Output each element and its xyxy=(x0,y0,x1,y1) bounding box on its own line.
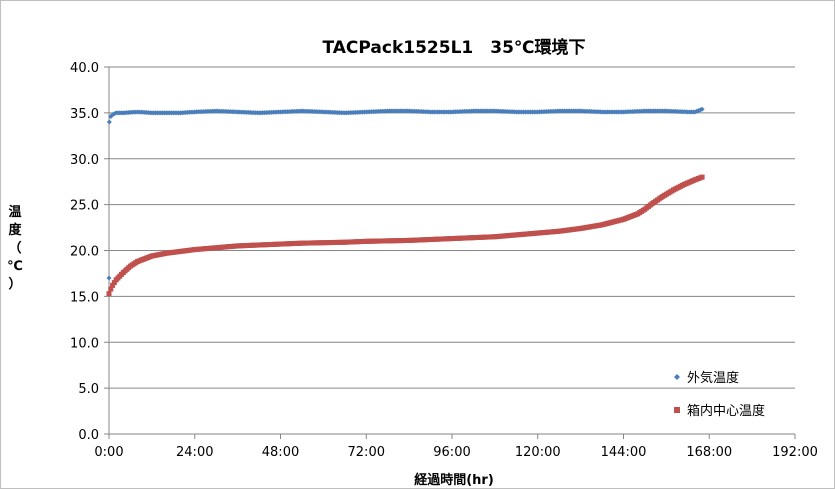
y-tick-label: 5.0 xyxy=(78,382,99,397)
data-point xyxy=(106,119,112,125)
legend-entry: 箱内中心温度 xyxy=(674,403,765,419)
x-tick-label: 96:00 xyxy=(433,445,470,460)
series-layer xyxy=(106,106,705,297)
legend-entry: 外気温度 xyxy=(674,370,739,386)
axis-layer: 0.0 5.0 10.0 15.0 20.0 25.0 30.0 35.0 40.0 0:00 24… xyxy=(70,61,818,460)
x-tick-label: 24:00 xyxy=(176,445,213,460)
legend-label: 外気温度 xyxy=(687,370,739,386)
data-point xyxy=(106,291,112,297)
chart-title: TACPack1525L1 35℃環境下 xyxy=(323,37,586,58)
x-tick-label: 72:00 xyxy=(348,445,385,460)
x-tick-label: 48:00 xyxy=(262,445,299,460)
data-point xyxy=(108,286,114,292)
y-tick-label: 30.0 xyxy=(70,153,99,168)
y-tick-label: 0.0 xyxy=(78,428,99,443)
legend-marker xyxy=(674,374,680,380)
y-tick-label: 15.0 xyxy=(70,290,99,305)
grid-layer xyxy=(109,66,795,389)
data-point xyxy=(699,174,705,180)
series-2 xyxy=(106,174,705,297)
x-tick-label: 120:00 xyxy=(515,445,561,460)
legend-label: 箱内中心温度 xyxy=(687,403,765,419)
y-tick-label: 10.0 xyxy=(70,336,99,351)
y-tick-label: 25.0 xyxy=(70,199,99,214)
data-point xyxy=(106,275,112,281)
data-point xyxy=(699,106,705,112)
data-point xyxy=(111,280,117,286)
y-tick-label: 20.0 xyxy=(70,245,99,260)
y-tick-label: 40.0 xyxy=(70,61,99,76)
x-tick-label: 192:00 xyxy=(772,445,818,460)
data-point xyxy=(110,282,116,288)
x-tick-label: 168:00 xyxy=(686,445,732,460)
x-tick-label: 144:00 xyxy=(601,445,647,460)
legend-marker xyxy=(674,407,680,413)
series-1 xyxy=(106,106,705,281)
x-axis-title: 経過時間(hr) xyxy=(414,472,494,488)
y-axis-title: 温度（℃） xyxy=(7,205,23,292)
x-tick-label: 0:00 xyxy=(94,445,123,460)
y-tick-label: 35.0 xyxy=(70,107,99,122)
